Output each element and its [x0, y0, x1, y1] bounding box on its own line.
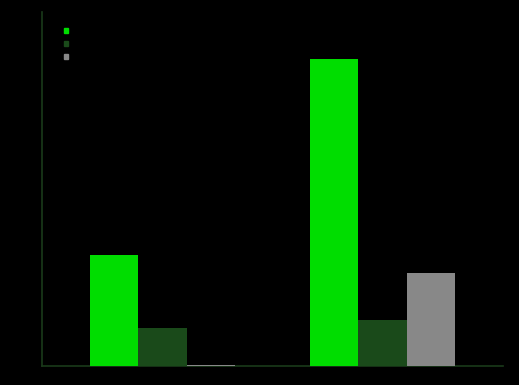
Bar: [310, 59, 358, 366]
Bar: [358, 320, 407, 366]
Legend: Enhanced oil recovery, Dedicated geological storage, Other / unknown: Enhanced oil recovery, Dedicated geologi…: [64, 26, 194, 62]
Bar: [187, 365, 235, 366]
Bar: [407, 273, 455, 366]
Bar: [90, 254, 138, 366]
Bar: [138, 328, 187, 366]
